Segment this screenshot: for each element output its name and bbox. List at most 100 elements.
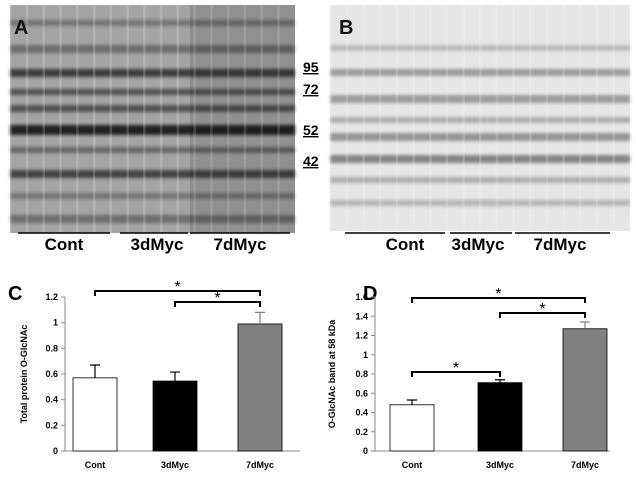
blot-shade [190,5,295,233]
error-bar [170,371,180,382]
lane-gap [329,5,332,231]
blot-band [330,117,630,123]
lane-gap [529,5,532,231]
group-label: 3dMyc [452,235,505,254]
bar [477,382,523,452]
lane-gap [159,5,163,233]
lane-gap [445,5,449,231]
blot-band [10,45,295,53]
lane-gap [462,5,465,231]
bar [152,380,198,452]
lane-gap [260,5,263,233]
blot-band [10,89,295,95]
lane-gap [545,5,549,231]
error-bar [407,399,417,405]
x-tick-label: Cont [85,460,106,470]
y-tick-label: 0.2 [355,427,368,437]
blot-band [330,45,630,51]
lane-gap [562,5,565,231]
marker-label: 95 [303,59,319,75]
group-label: 7dMyc [534,235,587,254]
lane-gap [595,5,599,231]
bar [237,323,283,452]
lane-gap [210,5,213,233]
lane-gap [379,5,382,231]
blot-band [10,125,295,135]
significance-star: * [453,360,459,377]
lane-gap [92,5,96,233]
y-tick-label: 0.4 [355,408,368,418]
y-tick-label: 1.6 [355,292,368,302]
y-axis-label: O-GlcNAc band at 58 kDa [327,319,337,429]
blot-band [10,170,295,178]
lane-gap [25,5,29,233]
y-tick-label: 0.8 [355,369,368,379]
x-tick-label: 7dMyc [571,460,599,470]
panel-label: C [8,283,22,305]
y-tick-label: 0.6 [355,388,368,398]
blot-band [330,95,630,103]
y-tick-label: 1.2 [355,331,368,341]
significance-star: * [495,286,501,303]
y-tick-label: 0 [53,446,58,456]
significance-bracket [411,371,501,377]
blot-band [10,193,295,199]
significance-star: * [539,301,545,318]
lane-gap [76,5,79,233]
lane-gap [277,5,280,233]
lane-gap [42,5,46,233]
marker-label: 72 [303,81,319,97]
marker-label: 52 [303,122,319,138]
blot-band [330,177,630,183]
lane-gap [345,5,349,231]
blot-band [330,155,630,163]
y-tick-label: 0.8 [45,343,58,353]
panel-label: B [339,17,353,39]
error-bar [90,364,100,378]
significance-star: * [174,279,180,296]
panel-label: A [14,17,28,39]
lane-gap [143,5,146,233]
significance-bracket [174,301,261,307]
lane-gap [395,5,399,231]
lane-gap [109,5,113,233]
group-label: 3dMyc [131,235,184,254]
blot-band [10,105,295,112]
y-tick-label: 1.2 [45,292,58,302]
lane-gap [243,5,247,233]
significance-bracket [411,297,586,303]
lane-gap [429,5,432,231]
blot-band [10,69,295,77]
lane-gap [579,5,582,231]
significance-bracket [94,290,261,296]
lane-gap [512,5,515,231]
blot-band [10,215,295,223]
y-tick-label: 0 [363,446,368,456]
y-axis-label: Total protein O-GlcNAc [19,325,29,424]
blot-band [330,69,630,76]
lane-gap [362,5,365,231]
error-bar [580,321,590,329]
lane-gap [193,5,196,233]
blot-band [10,20,295,26]
blot-b [329,5,630,231]
y-tick-label: 0.4 [45,395,58,405]
bar [389,404,435,452]
y-tick-label: 1 [363,350,368,360]
error-bar [255,311,265,324]
y-tick-label: 1 [53,318,58,328]
lane-gap [479,5,482,231]
blot-band [330,133,630,141]
y-tick-label: 0.2 [45,420,58,430]
error-bar [495,379,505,383]
lane-gap [126,5,129,233]
panel-label: D [363,283,377,305]
x-tick-label: 3dMyc [161,460,189,470]
marker-label: 42 [303,153,319,169]
group-label: 7dMyc [214,235,267,254]
lane-gap [412,5,415,231]
lane-gap [226,5,230,233]
group-label: Cont [45,235,84,254]
